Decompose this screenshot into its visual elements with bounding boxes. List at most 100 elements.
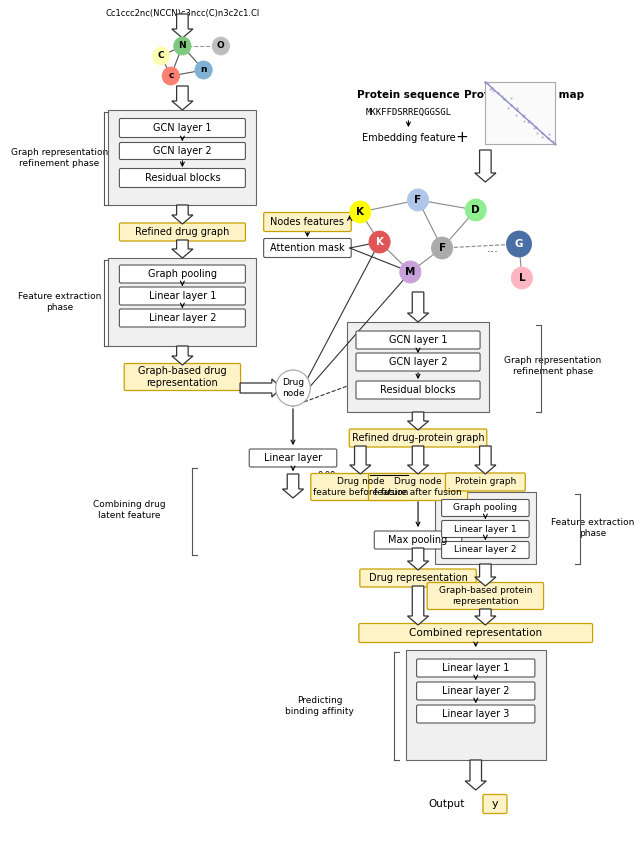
- Text: n: n: [200, 65, 207, 75]
- Text: Drug representation: Drug representation: [369, 573, 467, 583]
- Text: Protein graph: Protein graph: [455, 478, 516, 486]
- Text: C: C: [158, 52, 164, 60]
- Text: Drug
node: Drug node: [282, 378, 304, 398]
- Text: Attention mask: Attention mask: [270, 243, 345, 253]
- FancyBboxPatch shape: [485, 82, 555, 144]
- Text: GCN layer 1: GCN layer 1: [388, 335, 447, 345]
- Text: Feature extraction
phase: Feature extraction phase: [552, 518, 635, 538]
- Text: 0.2: 0.2: [304, 454, 317, 462]
- Text: F: F: [415, 195, 422, 205]
- Text: Predicting
binding affinity: Predicting binding affinity: [285, 697, 355, 716]
- Text: Refined drug-protein graph: Refined drug-protein graph: [352, 433, 484, 443]
- Circle shape: [173, 37, 191, 55]
- FancyBboxPatch shape: [120, 309, 245, 327]
- Text: 0.09: 0.09: [317, 472, 336, 480]
- Text: Linear layer 2: Linear layer 2: [442, 686, 509, 696]
- Text: Protein contact map: Protein contact map: [464, 90, 584, 100]
- Text: Residual blocks: Residual blocks: [380, 385, 456, 395]
- Polygon shape: [240, 379, 282, 397]
- Text: Linear layer 2: Linear layer 2: [454, 545, 516, 555]
- Text: G: G: [515, 239, 524, 249]
- Text: Linear layer 1: Linear layer 1: [454, 525, 516, 533]
- Circle shape: [152, 47, 170, 65]
- FancyBboxPatch shape: [442, 521, 529, 538]
- Text: K: K: [376, 237, 383, 247]
- FancyBboxPatch shape: [120, 168, 245, 187]
- FancyBboxPatch shape: [360, 569, 476, 587]
- Circle shape: [400, 261, 421, 283]
- Polygon shape: [408, 412, 429, 430]
- FancyBboxPatch shape: [124, 363, 241, 391]
- FancyBboxPatch shape: [442, 499, 529, 516]
- Text: Cc1ccc2nc(NCCN)c3ncc(C)n3c2c1.Cl: Cc1ccc2nc(NCCN)c3ncc(C)n3c2c1.Cl: [105, 9, 259, 18]
- Circle shape: [431, 237, 452, 259]
- Text: y: y: [492, 799, 499, 809]
- Text: Linear layer 1: Linear layer 1: [148, 291, 216, 301]
- Text: GCN layer 2: GCN layer 2: [388, 357, 447, 367]
- Polygon shape: [475, 150, 496, 182]
- FancyBboxPatch shape: [442, 541, 529, 558]
- FancyBboxPatch shape: [120, 223, 245, 241]
- Text: Feature extraction
phase: Feature extraction phase: [17, 292, 101, 312]
- FancyBboxPatch shape: [483, 795, 507, 813]
- Circle shape: [349, 201, 371, 223]
- Circle shape: [212, 37, 230, 55]
- Text: GCN layer 1: GCN layer 1: [153, 123, 212, 133]
- FancyBboxPatch shape: [417, 682, 535, 700]
- Text: M: M: [405, 267, 415, 277]
- Polygon shape: [408, 548, 429, 570]
- Text: Graph-based protein
representation: Graph-based protein representation: [438, 587, 532, 606]
- Text: MKKFFDSRREQGGSGL: MKKFFDSRREQGGSGL: [365, 107, 451, 117]
- FancyBboxPatch shape: [417, 659, 535, 677]
- Text: Embedding feature: Embedding feature: [362, 133, 455, 143]
- Text: Max pooling: Max pooling: [388, 535, 447, 545]
- Circle shape: [465, 199, 486, 221]
- FancyBboxPatch shape: [356, 381, 480, 399]
- Circle shape: [408, 189, 429, 211]
- FancyBboxPatch shape: [311, 473, 410, 501]
- Polygon shape: [172, 86, 193, 110]
- FancyBboxPatch shape: [120, 265, 245, 283]
- FancyBboxPatch shape: [108, 110, 257, 205]
- FancyBboxPatch shape: [369, 473, 468, 501]
- Text: Graph pooling: Graph pooling: [148, 269, 217, 279]
- Text: Graph representation
refinement phase: Graph representation refinement phase: [504, 356, 602, 375]
- Text: Linear layer 1: Linear layer 1: [442, 663, 509, 673]
- Text: Graph-based drug
representation: Graph-based drug representation: [138, 366, 227, 387]
- Text: Graph pooling: Graph pooling: [453, 503, 517, 513]
- Text: Nodes features: Nodes features: [271, 217, 344, 227]
- Polygon shape: [172, 14, 193, 38]
- FancyBboxPatch shape: [108, 258, 257, 346]
- Text: 0.03: 0.03: [380, 438, 399, 448]
- Text: Protein sequence: Protein sequence: [357, 90, 460, 100]
- Polygon shape: [475, 564, 496, 586]
- FancyBboxPatch shape: [417, 705, 535, 723]
- Polygon shape: [172, 205, 193, 224]
- FancyBboxPatch shape: [349, 429, 487, 447]
- Circle shape: [369, 231, 390, 253]
- FancyBboxPatch shape: [120, 143, 245, 160]
- Polygon shape: [172, 240, 193, 258]
- Circle shape: [195, 61, 212, 79]
- Text: F: F: [438, 243, 445, 253]
- FancyBboxPatch shape: [264, 212, 351, 231]
- Text: c: c: [168, 71, 173, 81]
- FancyBboxPatch shape: [264, 239, 351, 258]
- Polygon shape: [282, 474, 303, 498]
- Text: GCN layer 2: GCN layer 2: [153, 146, 212, 156]
- FancyBboxPatch shape: [359, 624, 593, 643]
- FancyBboxPatch shape: [120, 287, 245, 305]
- Text: ...: ...: [487, 241, 499, 254]
- Polygon shape: [408, 292, 429, 322]
- Text: L: L: [518, 273, 525, 283]
- FancyBboxPatch shape: [356, 353, 480, 371]
- Circle shape: [511, 267, 532, 289]
- Text: Linear layer 2: Linear layer 2: [148, 313, 216, 323]
- Text: Graph representation
refinement phase: Graph representation refinement phase: [11, 149, 108, 168]
- Text: Residual blocks: Residual blocks: [145, 173, 220, 183]
- Polygon shape: [465, 760, 486, 790]
- Circle shape: [162, 67, 179, 85]
- FancyBboxPatch shape: [374, 531, 462, 549]
- Text: Drug node
feature after fusion: Drug node feature after fusion: [374, 478, 462, 497]
- FancyBboxPatch shape: [445, 473, 525, 491]
